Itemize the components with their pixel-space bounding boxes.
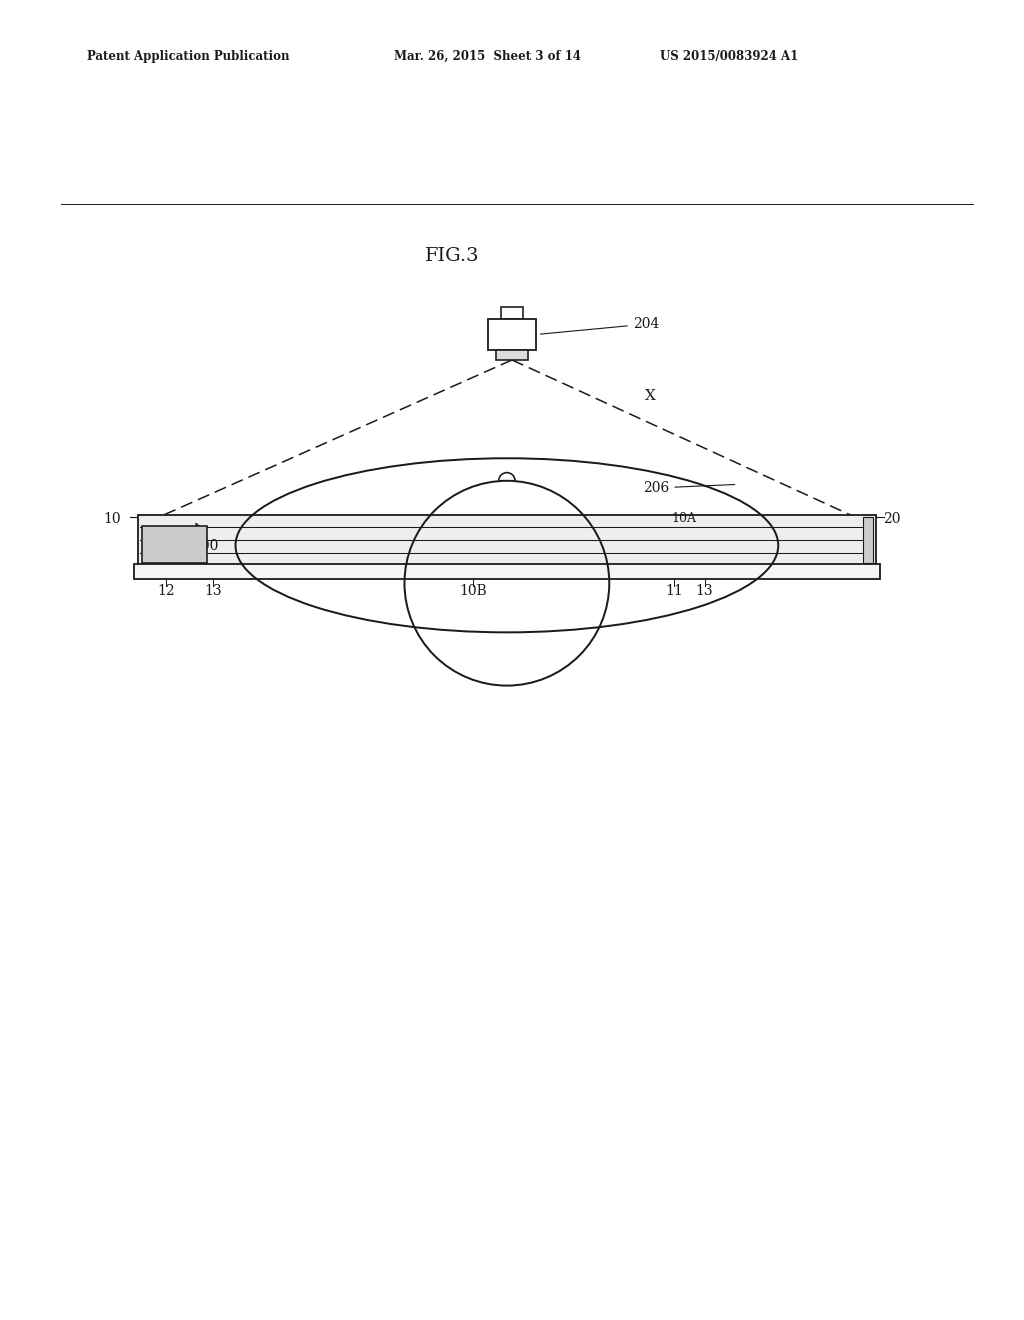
Text: 10B: 10B <box>459 585 487 598</box>
Text: 10: 10 <box>103 512 121 525</box>
Bar <box>863 516 873 562</box>
Text: Patent Application Publication: Patent Application Publication <box>87 50 290 63</box>
Bar <box>138 515 876 566</box>
Bar <box>488 319 536 350</box>
Bar <box>501 306 523 319</box>
Text: 13: 13 <box>204 585 222 598</box>
Text: 12: 12 <box>157 585 175 598</box>
Text: 11: 11 <box>665 585 683 598</box>
Bar <box>134 564 880 579</box>
Text: 100: 100 <box>193 524 219 553</box>
Text: US 2015/0083924 A1: US 2015/0083924 A1 <box>660 50 799 63</box>
Bar <box>496 350 528 360</box>
Bar <box>142 525 207 562</box>
Text: 10A: 10A <box>672 512 696 525</box>
Text: FIG.3: FIG.3 <box>425 247 479 264</box>
Text: 20: 20 <box>883 512 900 525</box>
Text: X: X <box>645 389 656 403</box>
Text: 206: 206 <box>643 480 735 495</box>
Text: 13: 13 <box>695 585 714 598</box>
Text: Mar. 26, 2015  Sheet 3 of 14: Mar. 26, 2015 Sheet 3 of 14 <box>394 50 582 63</box>
Text: 204: 204 <box>541 317 659 334</box>
